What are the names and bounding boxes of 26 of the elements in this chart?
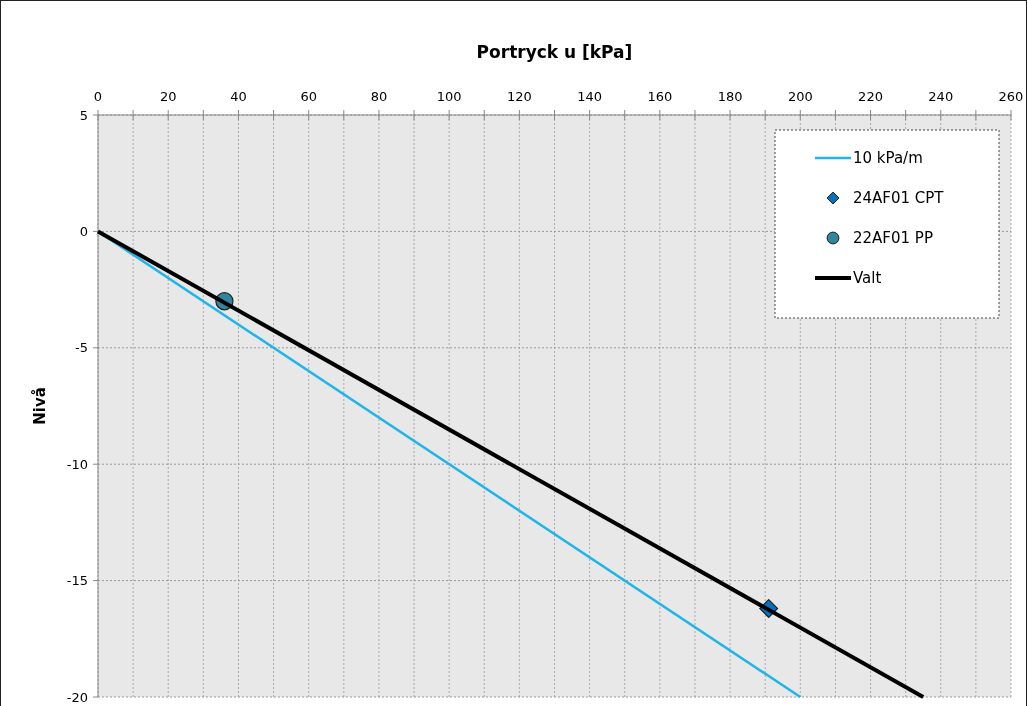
legend-label: 22AF01 PP [853,229,933,248]
x-tick-label: 40 [230,89,247,104]
x-tick-label: 140 [577,89,603,104]
y-axis-title: Nivå [31,387,49,425]
x-tick-label: 240 [928,89,954,104]
x-tick-label: 180 [717,89,743,104]
y-tick-label: -10 [66,456,88,472]
x-tick-label: 200 [787,89,813,104]
y-tick-label: 5 [79,107,88,123]
x-tick-label: 80 [370,89,388,104]
x-tick-label: 0 [93,89,103,104]
x-tick-label: 20 [159,89,177,104]
y-tick-label: 0 [79,223,88,239]
y-tick-label: -20 [66,689,88,705]
legend-label: 10 kPa/m [853,149,923,168]
legend-label: Valt [853,269,882,288]
x-tick-label: 100 [436,89,462,104]
x-tick-label: 60 [300,89,317,104]
y-tick-label: -15 [66,573,88,589]
x-tick-label: 220 [858,89,883,104]
legend-label: 24AF01 CPT [853,189,945,208]
x-tick-label: 160 [647,89,673,104]
x-tick-label: 120 [506,89,532,104]
y-tick-label: -5 [75,340,88,356]
x-tick-label: 260 [998,89,1024,104]
x-axis-title: Portryck u [kPa] [476,42,633,62]
